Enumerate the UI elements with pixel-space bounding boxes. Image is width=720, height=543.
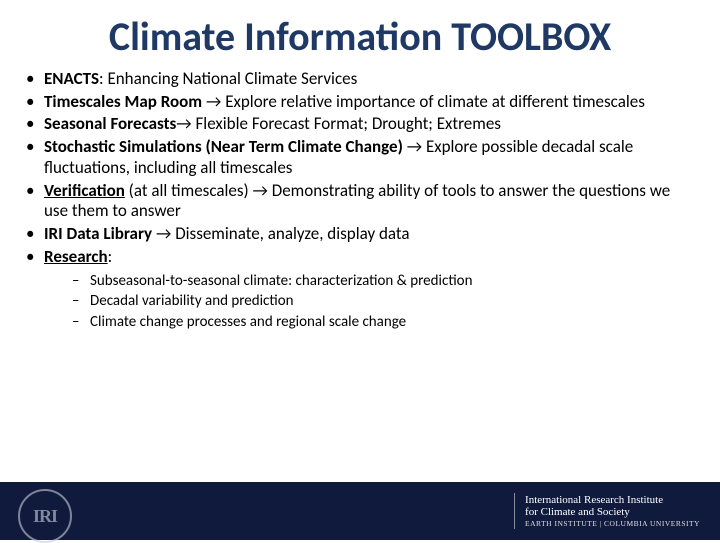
bullet-item: IRI Data Library → Disseminate, analyze,… (44, 224, 684, 245)
footer-institute-block: International Research Institute for Cli… (525, 494, 700, 528)
bullet-rest: Flexible Forecast Format; Drought; Extre… (196, 113, 501, 134)
bullet-item: Timescales Map Room → Explore relative i… (44, 92, 684, 113)
bullet-post: (at all timescales) (125, 180, 249, 201)
bullet-rest: Enhancing National Climate Services (107, 68, 357, 89)
bullet-arrow: → (152, 223, 175, 244)
footer-bar: IRI International Research Institute for… (0, 482, 720, 540)
bullet-item: Research: Subseasonal-to-seasonal climat… (44, 247, 684, 332)
bullet-arrow: → (202, 91, 225, 112)
bullet-rest: Disseminate, analyze, display data (175, 223, 409, 244)
bullet-name: Seasonal Forecasts (44, 113, 176, 134)
bullet-rest: Explore relative importance of climate a… (225, 91, 645, 112)
main-bullet-list: ENACTS: Enhancing National Climate Servi… (0, 69, 720, 334)
slide-title: Climate Information TOOLBOX (0, 12, 720, 69)
footer-name-line2: for Climate and Society (525, 506, 700, 518)
bullet-name: Research (44, 246, 108, 267)
bullet-name: Timescales Map Room (44, 91, 202, 112)
sub-bullet-item: Decadal variability and prediction (90, 292, 684, 311)
bullet-item: Stochastic Simulations (Near Term Climat… (44, 137, 684, 178)
footer-subtitle: EARTH INSTITUTE | COLUMBIA UNIVERSITY (525, 520, 700, 528)
bullet-arrow: → (403, 136, 426, 157)
bullet-item: Verification (at all timescales) → Demon… (44, 181, 684, 222)
iri-logo-icon: IRI (18, 489, 72, 543)
bullet-arrow: → (176, 113, 195, 134)
sub-bullet-item: Climate change processes and regional sc… (90, 313, 684, 332)
bullet-sep: : (108, 246, 113, 267)
sub-bullet-list: Subseasonal-to-seasonal climate: charact… (44, 268, 684, 332)
slide-container: Climate Information TOOLBOX ENACTS: Enha… (0, 0, 720, 540)
footer-name-line1: International Research Institute (525, 494, 700, 506)
footer-left: IRI (0, 489, 72, 533)
bullet-name: IRI Data Library (44, 223, 152, 244)
bullet-name: Verification (44, 180, 125, 201)
bullet-arrow: → (249, 180, 272, 201)
iri-logo-text: IRI (33, 506, 57, 527)
bullet-name: ENACTS (44, 68, 99, 89)
sub-bullet-item: Subseasonal-to-seasonal climate: charact… (90, 272, 684, 291)
footer-divider (514, 493, 515, 529)
bullet-item: Seasonal Forecasts→ Flexible Forecast Fo… (44, 114, 684, 135)
footer-right: International Research Institute for Cli… (514, 493, 720, 529)
bullet-name: Stochastic Simulations (Near Term Climat… (44, 136, 403, 157)
bullet-item: ENACTS: Enhancing National Climate Servi… (44, 69, 684, 90)
